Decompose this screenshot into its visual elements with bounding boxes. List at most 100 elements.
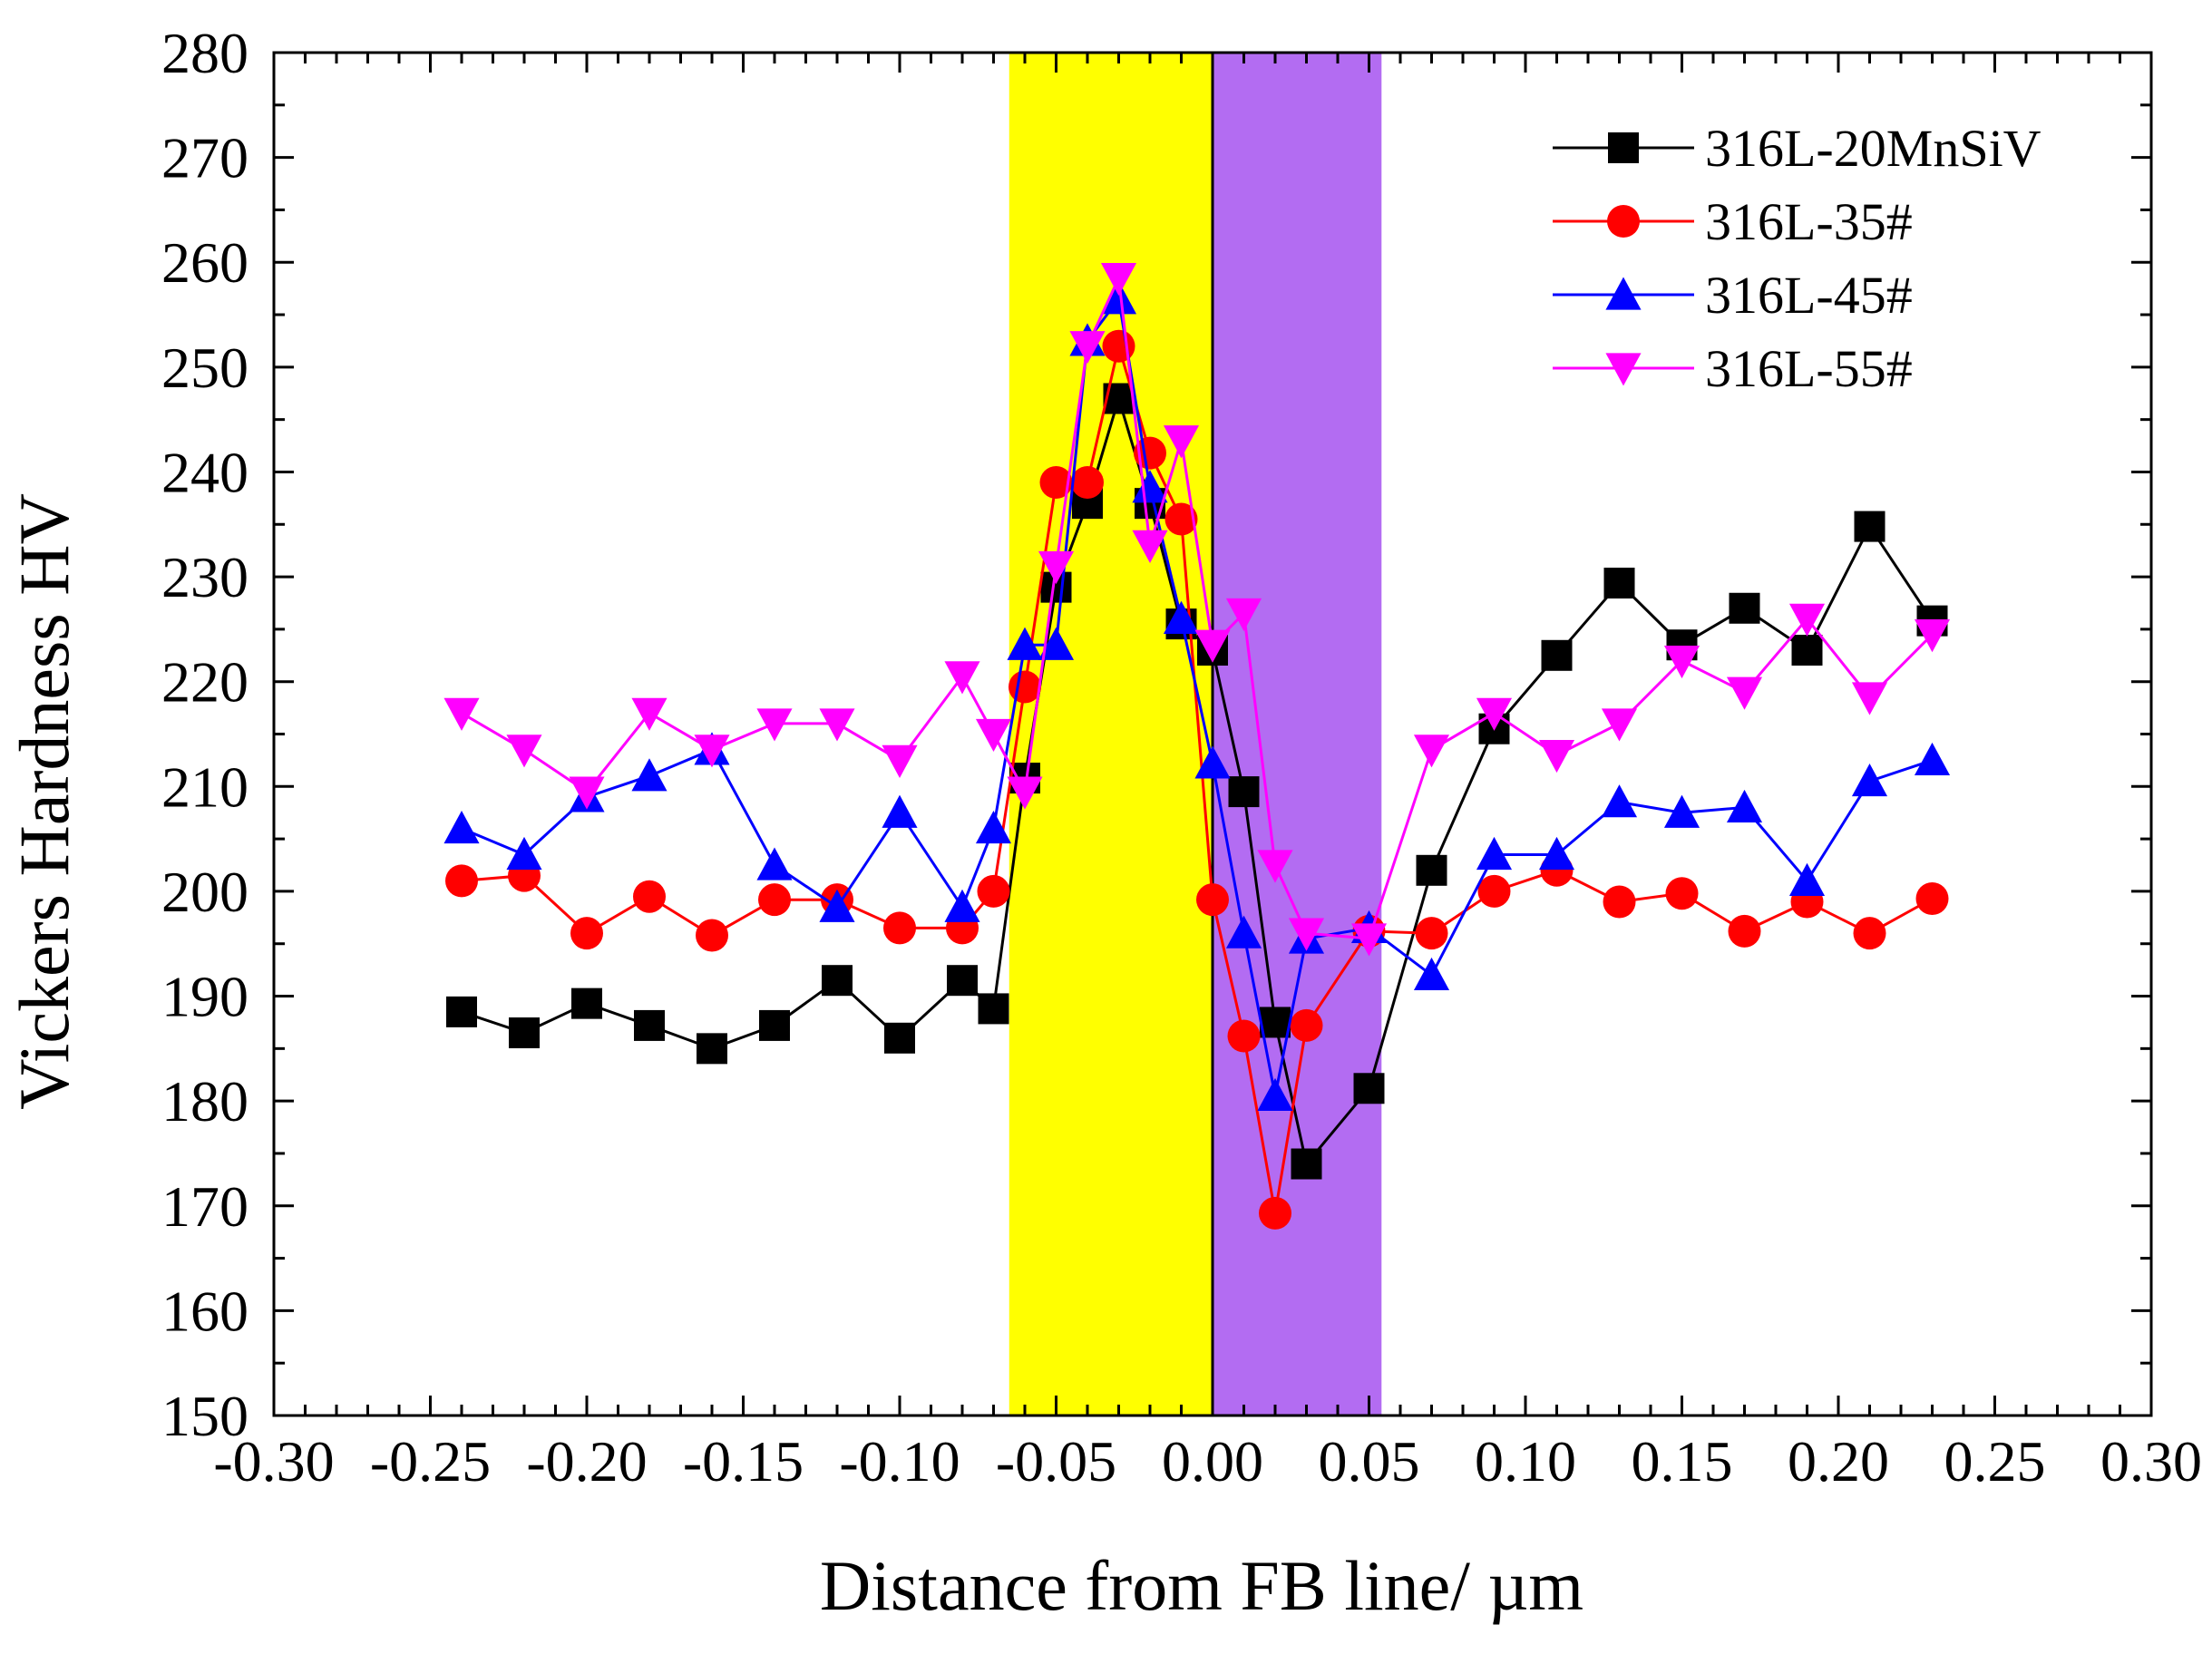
data-point-316l-55 bbox=[756, 708, 793, 742]
series-316l-55 bbox=[443, 262, 1951, 957]
y-tick-label: 160 bbox=[161, 1279, 248, 1343]
data-point-316l-45 bbox=[1007, 627, 1043, 660]
data-point-316l-20mnsiv bbox=[1291, 1148, 1322, 1180]
data-point-316l-55 bbox=[694, 735, 730, 768]
x-tick-label: -0.20 bbox=[526, 1429, 647, 1493]
y-tick-label: 230 bbox=[161, 545, 248, 609]
data-point-316l-45 bbox=[1257, 1077, 1293, 1111]
x-tick-label: -0.25 bbox=[370, 1429, 491, 1493]
data-point-316l-55 bbox=[944, 661, 980, 695]
y-tick-label: 150 bbox=[161, 1384, 248, 1448]
data-point-316l-55 bbox=[1132, 530, 1168, 563]
data-point-316l-35 bbox=[1164, 502, 1198, 536]
x-tick-label: -0.30 bbox=[213, 1429, 334, 1493]
data-point-316l-20mnsiv bbox=[1791, 635, 1823, 666]
data-point-316l-35 bbox=[1259, 1196, 1291, 1230]
data-point-316l-20mnsiv bbox=[1603, 568, 1635, 599]
x-tick-label: 0.05 bbox=[1319, 1429, 1420, 1493]
data-point-316l-45 bbox=[1476, 836, 1513, 871]
data-point-316l-35 bbox=[1853, 917, 1886, 950]
legend-marker bbox=[1605, 277, 1642, 310]
data-point-316l-55 bbox=[1851, 682, 1888, 715]
data-point-316l-45 bbox=[819, 889, 855, 922]
shaded-regions bbox=[1009, 53, 1382, 1416]
data-point-316l-35 bbox=[633, 880, 666, 913]
data-point-316l-20mnsiv bbox=[822, 965, 853, 997]
x-tick-label: 0.15 bbox=[1632, 1429, 1733, 1493]
y-tick-label: 250 bbox=[161, 336, 248, 400]
data-point-316l-45 bbox=[1601, 784, 1638, 818]
data-point-316l-35 bbox=[570, 917, 603, 950]
data-point-316l-35 bbox=[758, 883, 791, 917]
data-point-316l-45 bbox=[1225, 915, 1262, 949]
data-point-316l-45 bbox=[506, 836, 542, 871]
data-point-316l-45 bbox=[944, 889, 980, 922]
data-point-316l-55 bbox=[506, 735, 542, 768]
data-point-316l-55 bbox=[1225, 598, 1262, 632]
y-tick-label: 220 bbox=[161, 650, 248, 715]
data-point-316l-20mnsiv bbox=[697, 1033, 727, 1065]
data-point-316l-45 bbox=[631, 758, 667, 792]
x-tick-label: -0.15 bbox=[683, 1429, 804, 1493]
data-point-316l-35 bbox=[445, 864, 478, 898]
data-point-316l-45 bbox=[1100, 281, 1137, 315]
data-point-316l-35 bbox=[1071, 466, 1104, 500]
data-point-316l-20mnsiv bbox=[1260, 1007, 1291, 1038]
data-point-316l-55 bbox=[1663, 645, 1700, 679]
data-point-316l-45 bbox=[443, 811, 480, 844]
y-tick-label: 270 bbox=[161, 126, 248, 190]
y-tick-label: 190 bbox=[161, 965, 248, 1029]
data-point-316l-55 bbox=[1538, 740, 1575, 773]
data-point-316l-55 bbox=[1288, 918, 1325, 951]
data-point-316l-20mnsiv bbox=[1353, 1073, 1385, 1104]
data-point-316l-45 bbox=[1914, 742, 1951, 776]
data-point-316l-55 bbox=[882, 744, 918, 778]
data-point-316l-35 bbox=[1603, 885, 1636, 919]
data-point-316l-55 bbox=[1413, 735, 1450, 768]
x-tick-label: -0.05 bbox=[996, 1429, 1116, 1493]
data-point-316l-45 bbox=[1038, 627, 1075, 660]
purple-zone bbox=[1213, 53, 1382, 1416]
data-point-316l-55 bbox=[1194, 629, 1231, 663]
data-point-316l-35 bbox=[977, 874, 1010, 908]
y-tick-label: 280 bbox=[161, 21, 248, 85]
data-point-316l-55 bbox=[569, 776, 605, 810]
data-point-316l-55 bbox=[631, 697, 667, 731]
axes-layer: 150 160 170 180 190 200 210 220 230 240 250 260 270 2… bbox=[161, 21, 2202, 1493]
data-point-316l-35 bbox=[1915, 882, 1949, 916]
data-point-316l-55 bbox=[1788, 603, 1826, 637]
y-tick-label: 210 bbox=[161, 754, 248, 819]
data-point-316l-45 bbox=[1132, 470, 1168, 503]
legend-marker bbox=[1607, 205, 1640, 238]
data-point-316l-35 bbox=[1102, 329, 1135, 363]
data-point-316l-35 bbox=[1415, 917, 1448, 950]
data-point-316l-35 bbox=[1009, 670, 1041, 704]
legend-item-316l-45: 316L-45# bbox=[1553, 266, 1913, 325]
data-point-316l-55 bbox=[443, 697, 480, 731]
y-axis-title: Vickers Hardness HV bbox=[5, 493, 83, 1110]
data-point-316l-45 bbox=[882, 794, 918, 828]
data-point-316l-35 bbox=[696, 919, 728, 952]
legend-label: 316L-45# bbox=[1705, 266, 1913, 325]
data-point-316l-20mnsiv bbox=[1416, 854, 1447, 886]
legend-item-316l-20mnsiv: 316L-20MnSiV bbox=[1553, 119, 2041, 178]
data-point-316l-45 bbox=[1194, 745, 1231, 779]
data-point-316l-20mnsiv bbox=[884, 1022, 915, 1054]
data-point-316l-20mnsiv bbox=[759, 1009, 790, 1041]
data-point-316l-55 bbox=[1007, 776, 1043, 810]
data-point-316l-45 bbox=[975, 811, 1012, 844]
data-point-316l-45 bbox=[1788, 862, 1826, 896]
x-tick-label: 0.25 bbox=[1944, 1429, 2046, 1493]
x-tick-label: -0.10 bbox=[839, 1429, 960, 1493]
data-point-316l-20mnsiv bbox=[634, 1009, 665, 1041]
y-tick-label: 180 bbox=[161, 1069, 248, 1133]
series-316l-45 bbox=[443, 281, 1951, 1111]
x-axis-title: Distance from FB line/ µm bbox=[820, 1546, 1583, 1625]
data-point-316l-45 bbox=[1538, 836, 1575, 871]
data-point-316l-35 bbox=[1039, 466, 1073, 500]
data-point-316l-35 bbox=[1477, 874, 1511, 908]
data-point-316l-55 bbox=[819, 708, 855, 742]
data-point-316l-55 bbox=[1726, 676, 1763, 710]
data-point-316l-35 bbox=[1290, 1008, 1323, 1042]
